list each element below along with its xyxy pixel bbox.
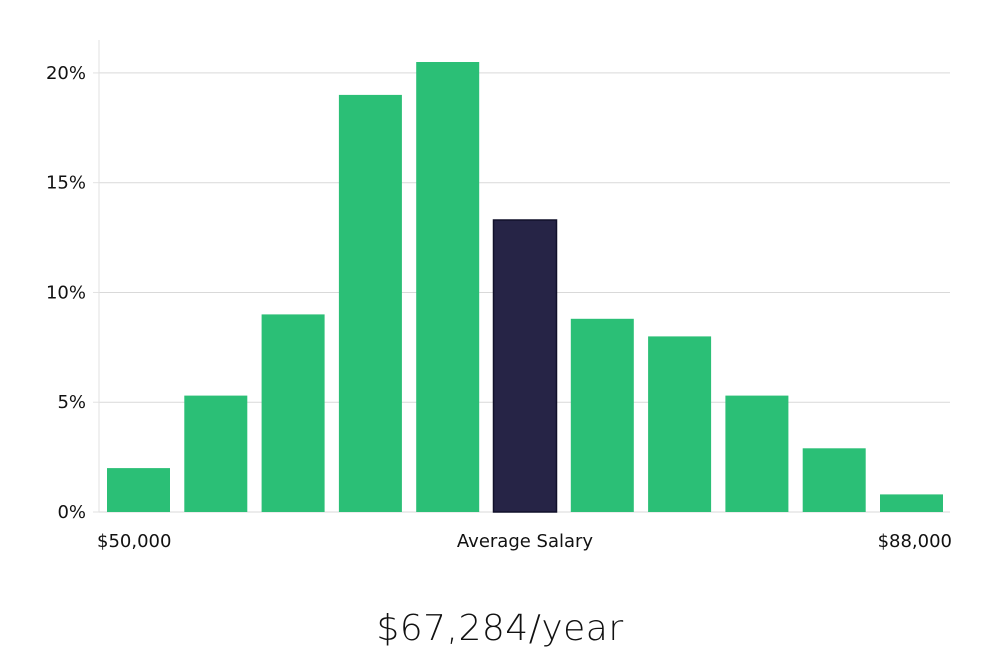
- salary-bar: [880, 494, 943, 512]
- salary-histogram-chart: 0% 5% 10% 15% 20% $50,000 Average Salary $88…: [46, 40, 952, 552]
- y-tick-label: 10%: [46, 282, 86, 303]
- y-tick-label: 15%: [46, 173, 86, 194]
- bar-layer: [107, 62, 943, 513]
- y-tick-label: 20%: [46, 63, 86, 84]
- x-label-max: $88,000: [878, 531, 952, 552]
- y-tick-label: 0%: [57, 502, 86, 523]
- salary-bar: [416, 62, 480, 512]
- salary-bar: [725, 395, 789, 512]
- highlighted-average-salary-bar: [492, 219, 558, 513]
- salary-bar: [338, 94, 402, 513]
- salary-bar: [184, 395, 248, 512]
- average-salary-readout: $67,284/year: [376, 608, 624, 649]
- salary-bar: [802, 448, 866, 512]
- y-tick-label: 5%: [57, 392, 86, 413]
- salary-bar: [107, 468, 170, 512]
- x-label-min: $50,000: [97, 531, 171, 552]
- y-tick-labels: 0% 5% 10% 15% 20%: [46, 63, 86, 523]
- x-label-average: Average Salary: [457, 531, 594, 552]
- salary-bar: [570, 318, 634, 512]
- salary-bar: [648, 336, 712, 512]
- salary-bar: [261, 314, 325, 512]
